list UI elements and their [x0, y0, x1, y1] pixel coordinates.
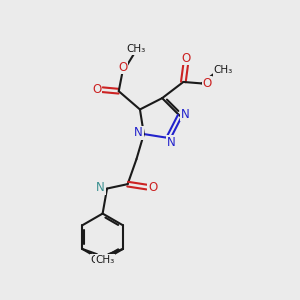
Text: CH₃: CH₃	[90, 254, 110, 265]
Text: O: O	[148, 181, 157, 194]
Text: CH₃: CH₃	[214, 65, 233, 75]
Text: CH₃: CH₃	[126, 44, 146, 54]
Text: CH₃: CH₃	[96, 254, 115, 265]
Text: N: N	[181, 108, 189, 121]
Text: O: O	[93, 83, 102, 96]
Text: N: N	[96, 182, 105, 194]
Text: N: N	[167, 136, 175, 149]
Text: O: O	[202, 77, 212, 90]
Text: O: O	[118, 61, 128, 74]
Text: N: N	[134, 126, 143, 139]
Text: H: H	[97, 183, 106, 193]
Text: O: O	[182, 52, 191, 65]
